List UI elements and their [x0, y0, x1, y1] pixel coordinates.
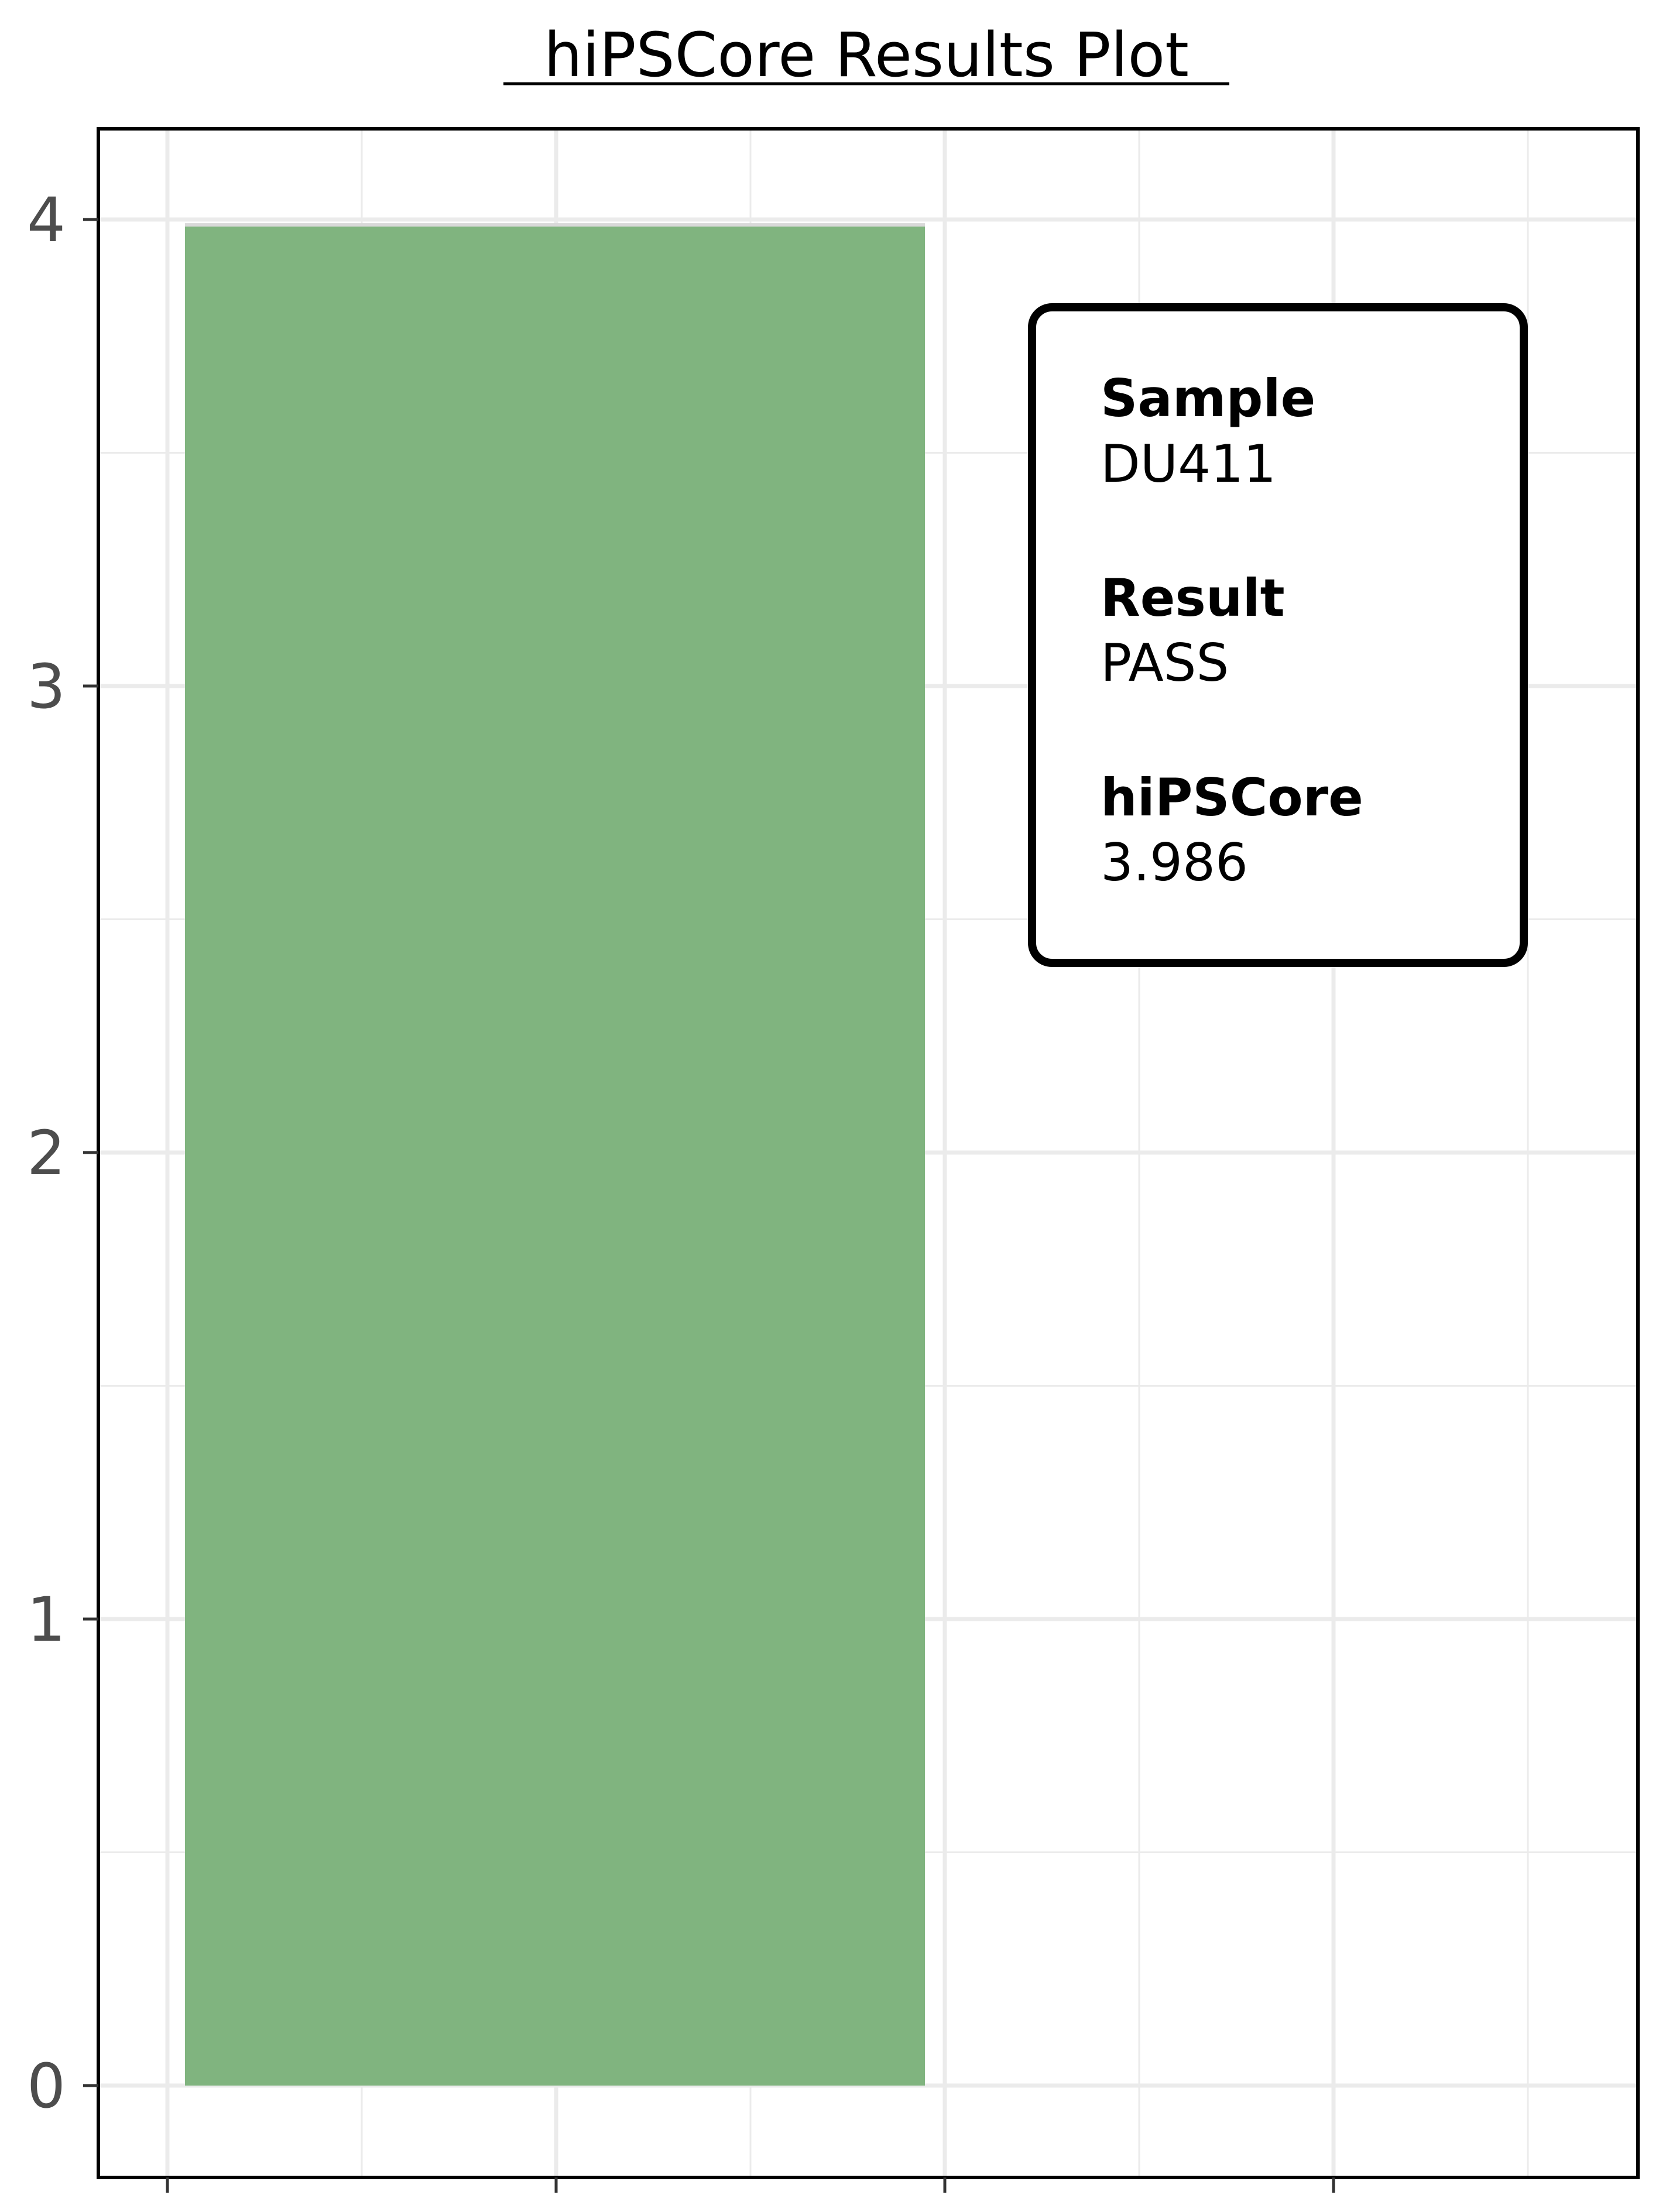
bar [185, 226, 925, 2086]
result-annotation-box: Sample DU411 Result PASS hiPSCore 3.986 [1028, 303, 1528, 967]
result-label: Result [1101, 568, 1285, 628]
y-tick-label: 3 [27, 651, 66, 722]
y-axis: 0 1 2 3 4 [27, 184, 98, 2122]
y-tick-label: 0 [27, 2050, 66, 2122]
bars [185, 223, 925, 2086]
sample-value: DU411 [1101, 434, 1276, 494]
score-value: 3.986 [1101, 832, 1248, 893]
score-label: hiPSCore [1101, 767, 1363, 828]
y-tick-label: 1 [27, 1584, 66, 1655]
y-tick-label: 4 [27, 184, 66, 256]
result-value: PASS [1101, 633, 1229, 693]
y-tick-label: 2 [27, 1117, 66, 1189]
sample-label: Sample [1101, 368, 1315, 428]
chart-title: hiPSCore Results Plot [544, 19, 1189, 91]
x-axis [166, 2177, 1335, 2193]
